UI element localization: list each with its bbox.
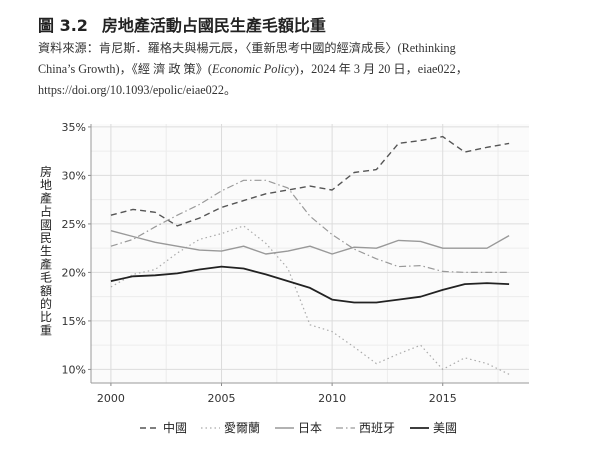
- y-axis-label-char: 國: [40, 218, 52, 232]
- series-line-5: [110, 265, 510, 304]
- legend-label: 美國: [433, 421, 457, 435]
- x-tick-label: 2005: [208, 392, 236, 405]
- legend-label: 日本: [298, 421, 322, 435]
- y-tick-label: 10%: [62, 363, 86, 376]
- y-axis-label-char: 的: [40, 296, 52, 311]
- x-tick-label: 2015: [429, 392, 457, 405]
- y-tick-label: 20%: [62, 266, 86, 279]
- source-line-3[interactable]: https://doi.org/10.1093/epolic/eiae022。: [38, 83, 237, 97]
- series-line-2: [110, 225, 510, 375]
- y-tick-label: 25%: [62, 218, 86, 231]
- source-line-2: China’s Growth)，《經 濟 政 策》(Economic Polic…: [38, 59, 468, 80]
- x-tick-label: 2010: [318, 392, 346, 405]
- legend-label: 愛爾蘭: [224, 421, 260, 435]
- figure-title: 圖 3.2 房地產活動占國民生產毛額比重: [38, 12, 326, 36]
- figure-number: 圖 3.2: [38, 16, 88, 35]
- y-axis-label-char: 產: [40, 256, 52, 271]
- y-axis-label-char: 額: [40, 284, 52, 298]
- y-axis-label-char: 地: [40, 178, 52, 192]
- journal-name: Economic Policy: [212, 62, 295, 76]
- y-axis-label-char: 民: [40, 231, 52, 245]
- y-tick-label: 30%: [62, 169, 86, 182]
- series-line-4: [110, 179, 510, 273]
- series-line-3: [110, 230, 510, 255]
- source-caption: 資料來源：肯尼斯．羅格夫與楊元辰，〈重新思考中國的經濟成長〉(Rethinkin…: [38, 38, 468, 101]
- y-axis-label-char: 比: [40, 310, 52, 324]
- source-line-1: 資料來源：肯尼斯．羅格夫與楊元辰，〈重新思考中國的經濟成長〉(Rethinkin…: [38, 41, 456, 55]
- legend-label: 西班牙: [359, 421, 395, 435]
- y-axis-label-char: 毛: [40, 271, 52, 285]
- source-text: )，2024 年 3 月 20 日，eiae022，: [294, 62, 468, 76]
- y-axis-label-char: 房: [40, 164, 52, 179]
- legend: 中國 愛爾蘭 日本 西班牙 美國: [140, 420, 457, 435]
- y-tick-label: 15%: [62, 315, 86, 328]
- y-tick-label: 35%: [62, 121, 86, 134]
- y-axis-label-char: 占: [40, 204, 52, 219]
- x-tick-label: 2000: [97, 392, 125, 405]
- y-axis-label-char: 重: [40, 323, 52, 337]
- y-axis-label-char: 產: [40, 190, 52, 205]
- source-text: China’s Growth)，《經 濟 政 策》(: [38, 62, 212, 76]
- figure-title-text: 房地產活動占國民生產毛額比重: [101, 16, 326, 35]
- y-axis-label-char: 生: [40, 244, 52, 258]
- series-line-1: [110, 135, 510, 227]
- plot-background: [91, 124, 529, 383]
- legend-label: 中國: [163, 420, 187, 435]
